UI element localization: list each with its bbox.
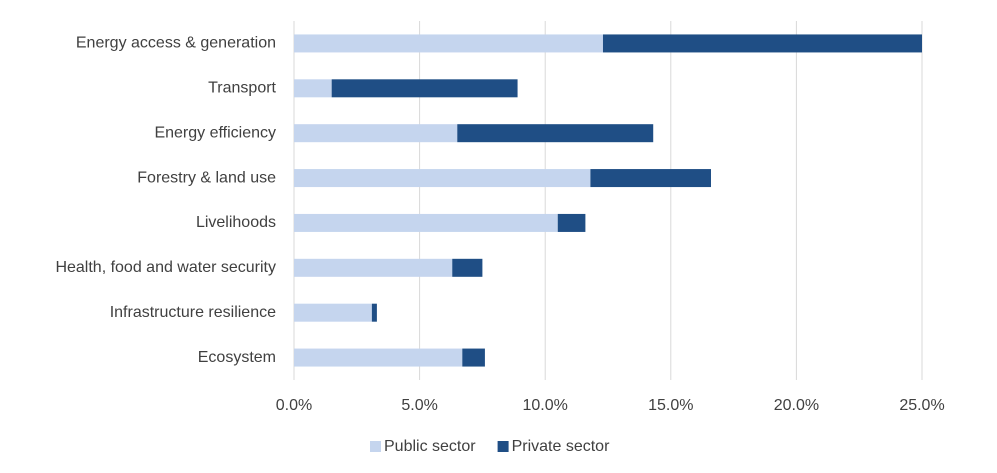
bar-segment: [294, 79, 332, 98]
bar-segment: [590, 169, 711, 188]
bar-segment: [294, 124, 458, 143]
bar-segment: [557, 213, 586, 232]
y-tick-label: Forestry & land use: [137, 169, 276, 186]
bar-segment: [294, 348, 463, 367]
bar-segment: [331, 79, 518, 98]
bar-segment: [294, 258, 453, 277]
bar-segment: [294, 34, 603, 53]
bar-segment: [371, 303, 377, 322]
x-tick-label: 10.0%: [523, 397, 568, 414]
bar-segment: [462, 348, 485, 367]
bar-segment: [294, 213, 558, 232]
x-tick-label: 25.0%: [899, 397, 944, 414]
y-tick-label: Livelihoods: [196, 214, 276, 231]
bar-segment: [294, 169, 591, 188]
y-tick-label: Transport: [208, 80, 276, 97]
bar-segment: [294, 303, 372, 322]
legend-label: Private sector: [512, 438, 610, 455]
legend-label: Public sector: [384, 438, 476, 455]
bar-segment: [602, 34, 922, 53]
legend-swatch: [497, 441, 509, 452]
x-tick-label: 15.0%: [648, 397, 693, 414]
y-tick-label: Energy access & generation: [76, 35, 276, 52]
x-tick-label: 5.0%: [401, 397, 437, 414]
y-tick-label: Energy efficiency: [154, 124, 276, 141]
y-tick-label: Ecosystem: [198, 349, 276, 366]
x-tick-label: 20.0%: [774, 397, 819, 414]
legend-swatch: [370, 441, 381, 452]
y-tick-label: Infrastructure resilience: [110, 304, 276, 321]
y-tick-label: Health, food and water security: [55, 259, 276, 276]
bar-segment: [457, 124, 654, 143]
x-tick-label: 0.0%: [276, 397, 312, 414]
bar-segment: [452, 258, 483, 277]
